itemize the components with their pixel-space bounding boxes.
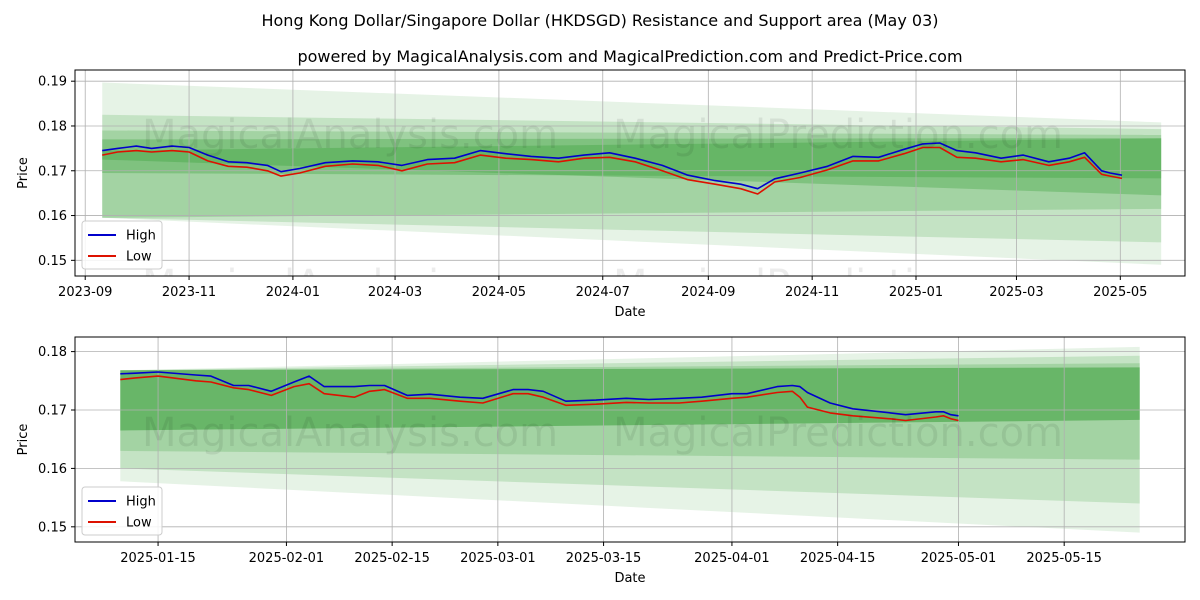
x-tick-label: 2025-01-15 bbox=[120, 551, 196, 566]
watermark: MagicalAnalysis.com bbox=[142, 410, 558, 456]
watermark: MagicalAnalysis.com bbox=[142, 112, 558, 158]
band-0 bbox=[102, 82, 1162, 265]
y-tick-label: 0.15 bbox=[38, 254, 67, 269]
x-tick-label: 2025-03 bbox=[989, 285, 1043, 300]
legend-label-low: Low bbox=[126, 250, 152, 265]
y-tick-label: 0.16 bbox=[38, 209, 67, 224]
watermark: MagicalAnalysis.com bbox=[142, 262, 558, 308]
watermark: MagicalPrediction.com bbox=[613, 112, 1063, 158]
bottom-chart-panel: MagicalAnalysis.com MagicalPrediction.com… bbox=[16, 336, 1186, 586]
watermark: MagicalPrediction.com bbox=[613, 410, 1063, 456]
y-tick-label: 0.19 bbox=[38, 75, 67, 90]
legend: High Low bbox=[81, 486, 163, 536]
y-tick-label: 0.18 bbox=[38, 119, 67, 134]
x-axis-label: Date bbox=[614, 305, 645, 320]
plot-frame bbox=[74, 69, 1186, 277]
band-1 bbox=[102, 114, 1162, 243]
y-axis-label: Price bbox=[16, 157, 31, 189]
chart-title: Hong Kong Dollar/Singapore Dollar (HKDSG… bbox=[261, 11, 938, 30]
top-chart-panel: MagicalAnalysis.com MagicalPrediction.com… bbox=[16, 69, 1186, 320]
legend-label-high: High bbox=[126, 229, 156, 244]
y-tick-label: 0.16 bbox=[38, 462, 67, 477]
x-tick-label: 2025-05-01 bbox=[921, 551, 997, 566]
band-4 bbox=[102, 138, 1162, 196]
x-tick-label: 2024-05 bbox=[472, 285, 526, 300]
x-tick-label: 2025-05 bbox=[1093, 285, 1147, 300]
series-line-high bbox=[102, 142, 1123, 190]
x-tick-label: 2025-04-15 bbox=[800, 551, 876, 566]
x-tick-label: 2025-02-01 bbox=[249, 551, 325, 566]
x-tick-label: 2025-02-15 bbox=[354, 551, 430, 566]
chart-subtitle: powered by MagicalAnalysis.com and Magic… bbox=[297, 47, 962, 66]
y-tick-label: 0.17 bbox=[38, 404, 67, 419]
y-tick-label: 0.15 bbox=[38, 520, 67, 535]
plot-frame bbox=[74, 336, 1186, 543]
x-tick-label: 2024-07 bbox=[576, 285, 630, 300]
y-tick-label: 0.17 bbox=[38, 164, 67, 179]
x-axis-label: Date bbox=[614, 571, 645, 586]
x-tick-label: 2023-11 bbox=[162, 285, 216, 300]
series-line-low bbox=[102, 146, 1123, 195]
series-line-high bbox=[120, 371, 959, 417]
y-tick-label: 0.18 bbox=[38, 345, 67, 360]
x-tick-label: 2023-09 bbox=[58, 285, 112, 300]
x-tick-label: 2025-05-15 bbox=[1026, 551, 1102, 566]
y-axis-label: Price bbox=[16, 424, 31, 456]
x-tick-label: 2025-03-01 bbox=[460, 551, 536, 566]
x-tick-label: 2024-11 bbox=[785, 285, 839, 300]
x-tick-label: 2025-01 bbox=[889, 285, 943, 300]
x-tick-label: 2024-09 bbox=[681, 285, 735, 300]
x-tick-label: 2025-03-15 bbox=[566, 551, 642, 566]
x-tick-label: 2025-04-01 bbox=[694, 551, 770, 566]
series-line-low bbox=[120, 375, 959, 422]
legend-label-low: Low bbox=[126, 516, 152, 531]
legend-label-high: High bbox=[126, 495, 156, 510]
x-tick-label: 2024-01 bbox=[266, 285, 320, 300]
legend: High Low bbox=[81, 220, 163, 270]
watermark: MagicalPrediction.com bbox=[613, 262, 1063, 308]
x-tick-label: 2024-03 bbox=[368, 285, 422, 300]
